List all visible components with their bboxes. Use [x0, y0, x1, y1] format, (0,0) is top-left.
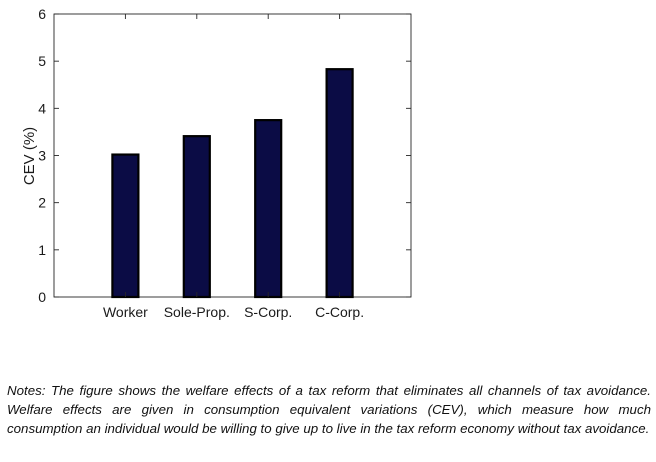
plot-area: 0 1 2 3 4 5 6 Worker Sole-Prop. S-Corp. C-Corp.	[38, 6, 412, 320]
y-tick-label: 4	[38, 100, 46, 116]
x-tick-label: S-Corp.	[244, 304, 292, 320]
bar	[111, 153, 140, 299]
y-tick-label: 3	[38, 148, 46, 164]
y-tick-label: 2	[38, 195, 46, 211]
bar	[182, 135, 211, 299]
axes-frame	[53, 13, 412, 298]
bar	[254, 119, 283, 299]
y-tick-label: 5	[38, 53, 46, 69]
x-tick-label: Sole-Prop.	[164, 304, 230, 320]
x-tick-label: Worker	[103, 304, 148, 320]
y-tick-label: 6	[38, 6, 46, 22]
figure-notes: Notes: The figure shows the welfare effe…	[7, 383, 651, 436]
bar	[325, 68, 354, 299]
y-tick-label: 1	[38, 242, 46, 258]
y-tick-label: 0	[38, 289, 46, 305]
y-axis-label: CEV (%)	[21, 127, 38, 185]
bar-chart: 0 1 2 3 4 5 6 Worker Sole-Prop. S-Corp. C-Corp. CE…	[21, 6, 412, 320]
x-tick-label: C-Corp.	[315, 304, 364, 320]
